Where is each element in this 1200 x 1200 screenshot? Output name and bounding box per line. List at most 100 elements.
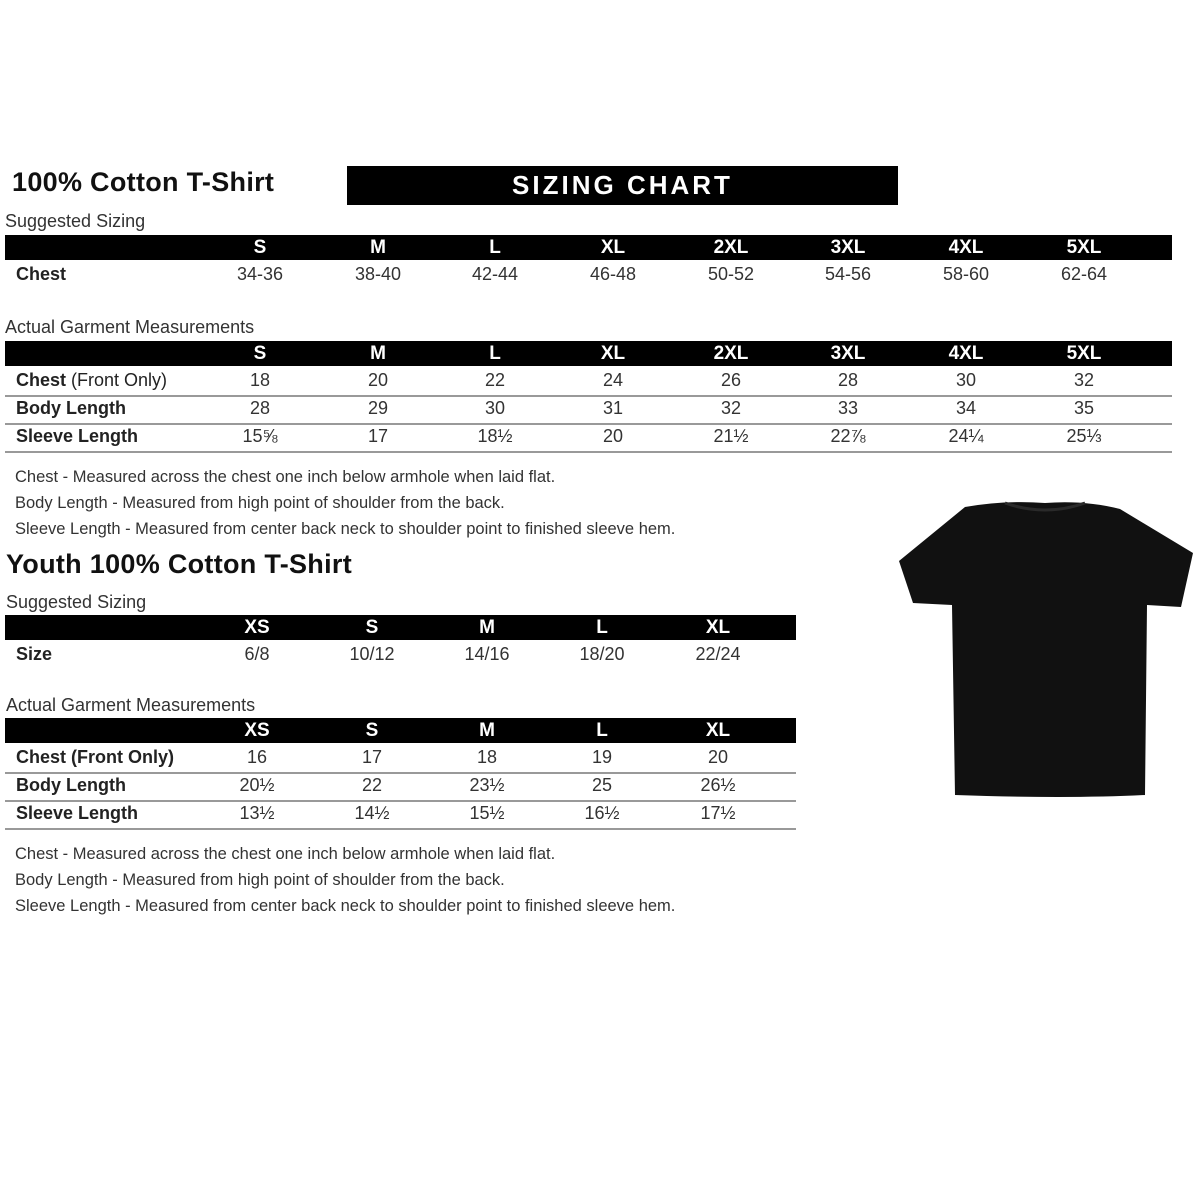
table-row: Body Length 28 29 30 31 32 33 34 35: [5, 395, 1172, 425]
size-header-XL: XL: [705, 617, 731, 638]
table-cell: 28: [837, 370, 859, 390]
note-line: Chest - Measured across the chest one in…: [15, 845, 556, 863]
table-cell: 24: [602, 370, 624, 390]
adult-title: 100% Cotton T-Shirt: [12, 167, 275, 197]
adult-actual-label: Actual Garment Measurements: [5, 317, 255, 337]
note-line: Body Length - Measured from high point o…: [15, 494, 505, 512]
sizing-chart-banner: SIZING CHART: [347, 166, 898, 205]
table-cell: 20: [602, 426, 624, 446]
tshirt-shape: [899, 502, 1193, 797]
table-cell: 14½: [354, 803, 390, 823]
table-cell: 14/16: [464, 644, 510, 664]
row-label: Chest (Front Only): [16, 747, 174, 768]
size-header-3XL: 3XL: [830, 237, 866, 258]
row-label: Body Length: [16, 398, 126, 419]
row-label-text: Chest (Front Only): [16, 747, 174, 767]
table-row: Chest 34-36 38-40 42-44 46-48 50-52 54-56 58-60…: [5, 261, 1172, 289]
table-bottom-rule: [5, 451, 1172, 453]
row-label-extra: (Front Only): [66, 370, 168, 390]
adult-size-header: S M L XL 2XL 3XL 4XL 5XL: [5, 341, 1172, 366]
row-label: Sleeve Length: [16, 426, 138, 447]
table-cell: 62-64: [1060, 264, 1108, 284]
table-cell: 17: [361, 747, 383, 767]
size-header-2XL: 2XL: [713, 237, 749, 258]
size-header-L: L: [596, 617, 608, 638]
adult-suggested-label: Suggested Sizing: [5, 211, 146, 231]
size-header-4XL: 4XL: [948, 343, 984, 364]
note-line: Chest - Measured across the chest one in…: [15, 468, 556, 486]
youth-size-header: XS S M L XL: [5, 615, 796, 640]
table-row: Body Length 20½ 22 23½ 25 26½: [5, 772, 796, 802]
table-cell: 28: [249, 398, 271, 418]
size-header-5XL: 5XL: [1066, 237, 1102, 258]
table-cell: 32: [720, 398, 742, 418]
size-header-XL: XL: [705, 720, 731, 741]
adult-size-header: S M L XL 2XL 3XL 4XL 5XL: [5, 235, 1172, 260]
size-header-S: S: [365, 720, 379, 741]
size-header-XL: XL: [600, 343, 626, 364]
youth-actual-label: Actual Garment Measurements: [6, 695, 256, 715]
table-cell: 20: [707, 747, 729, 767]
size-header-XS: XS: [244, 720, 270, 741]
table-cell: 15½: [469, 803, 505, 823]
table-cell: 34: [955, 398, 977, 418]
table-row: Chest (Front Only) 18 20 22 24 26 28 30 32: [5, 367, 1172, 397]
table-cell: 22: [484, 370, 506, 390]
table-row: Sleeve Length 15⅝ 17 18½ 20 21½ 22⅞ 24¼ 25⅓: [5, 423, 1172, 451]
row-label: Chest: [16, 264, 66, 285]
row-label-text: Chest: [16, 264, 67, 284]
table-cell: 23½: [469, 775, 505, 795]
table-cell: 13½: [239, 803, 275, 823]
table-cell: 34-36: [236, 264, 284, 284]
table-cell: 10/12: [349, 644, 395, 664]
table-cell: 58-60: [942, 264, 990, 284]
youth-suggested-label: Suggested Sizing: [6, 592, 147, 612]
size-header-XS: XS: [244, 617, 270, 638]
row-label: Size: [16, 644, 52, 665]
size-header-2XL: 2XL: [713, 343, 749, 364]
table-cell: 32: [1073, 370, 1095, 390]
table-cell: 16: [246, 747, 268, 767]
row-label: Chest (Front Only): [16, 370, 167, 391]
table-cell: 25⅓: [1066, 426, 1102, 446]
row-label-text: Sleeve Length: [16, 803, 139, 823]
table-cell: 30: [955, 370, 977, 390]
row-label-text: Size: [16, 644, 53, 664]
size-header-S: S: [253, 343, 267, 364]
table-cell: 26: [720, 370, 742, 390]
tshirt-image: [899, 501, 1193, 797]
table-row: Chest (Front Only) 16 17 18 19 20: [5, 744, 796, 774]
table-cell: 22/24: [695, 644, 741, 664]
table-cell: 18: [476, 747, 498, 767]
note-line: Body Length - Measured from high point o…: [15, 871, 505, 889]
size-header-M: M: [370, 237, 386, 258]
table-cell: 26½: [700, 775, 736, 795]
row-label-text: Body Length: [16, 398, 126, 418]
table-cell: 16½: [584, 803, 620, 823]
youth-title: Youth 100% Cotton T-Shirt: [6, 549, 352, 579]
table-cell: 54-56: [824, 264, 872, 284]
size-header-4XL: 4XL: [948, 237, 984, 258]
table-cell: 42-44: [471, 264, 519, 284]
table-bottom-rule: [5, 828, 796, 830]
table-cell: 18/20: [579, 644, 625, 664]
size-header-5XL: 5XL: [1066, 343, 1102, 364]
table-row: Sleeve Length 13½ 14½ 15½ 16½ 17½: [5, 800, 796, 828]
table-cell: 38-40: [354, 264, 402, 284]
table-cell: 6/8: [244, 644, 270, 664]
table-cell: 20½: [239, 775, 275, 795]
adult-notes: Chest - Measured across the chest one in…: [15, 468, 675, 546]
size-header-L: L: [489, 237, 501, 258]
size-header-XL: XL: [600, 237, 626, 258]
table-cell: 18: [249, 370, 271, 390]
table-cell: 19: [591, 747, 613, 767]
row-label: Sleeve Length: [16, 803, 138, 824]
table-cell: 46-48: [589, 264, 637, 284]
table-cell: 17: [367, 426, 389, 446]
size-header-L: L: [489, 343, 501, 364]
table-cell: 20: [367, 370, 389, 390]
table-cell: 50-52: [707, 264, 755, 284]
row-label-text: Chest: [16, 370, 67, 390]
table-cell: 22⅞: [830, 426, 866, 446]
